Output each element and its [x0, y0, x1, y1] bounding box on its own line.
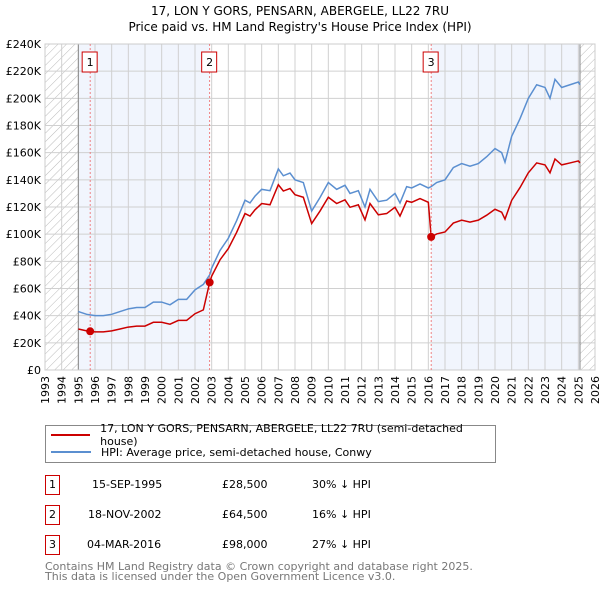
y-tick-label: £160K: [6, 147, 42, 160]
x-tick-label: 2019: [472, 376, 485, 404]
x-tick-label: 2012: [356, 376, 369, 404]
y-tick-label: £100K: [6, 228, 42, 241]
x-tick-label: 2023: [539, 376, 552, 404]
x-tick-label: 2014: [389, 376, 402, 404]
y-tick-label: £240K: [6, 38, 42, 51]
sale-marker-box: [422, 51, 439, 73]
x-tick-label: 2007: [272, 376, 285, 404]
x-tick-label: 2024: [556, 376, 569, 404]
x-tick-label: 2004: [222, 376, 235, 404]
sale-point: [205, 278, 214, 287]
sale-hpi-diff: 27% ↓ HPI: [312, 538, 371, 551]
x-tick-label: 2016: [422, 376, 435, 404]
footer-licence: This data is licensed under the Open Gov…: [45, 570, 396, 583]
sale-marker-number: 3: [428, 56, 435, 69]
x-tick-label: 2006: [256, 376, 269, 404]
x-tick-label: 1995: [72, 376, 85, 404]
sale-marker-number: 2: [206, 56, 213, 69]
x-tick-label: 2001: [172, 376, 185, 404]
plot-border: [44, 43, 596, 371]
y-tick-label: £200K: [6, 92, 42, 105]
y-tick-label: £60K: [13, 283, 42, 296]
x-tick-label: 2017: [439, 376, 452, 404]
x-tick-label: 2025: [572, 376, 585, 404]
x-tick-label: 2000: [156, 376, 169, 404]
y-tick-label: £180K: [6, 120, 42, 133]
x-tick-label: 1994: [56, 376, 69, 404]
chart-title: 17, LON Y GORS, PENSARN, ABERGELE, LL22 …: [150, 4, 449, 18]
legend-swatch-property: [51, 434, 91, 436]
sale-price: £28,500: [222, 478, 268, 491]
sale-price: £64,500: [222, 508, 268, 521]
x-tick-label: 1993: [39, 376, 52, 404]
legend-label-hpi: HPI: Average price, semi-detached house,…: [101, 445, 372, 459]
chart-subtitle: Price paid vs. HM Land Registry's House …: [128, 20, 472, 34]
hpi-line: [78, 77, 581, 317]
x-tick-label: 2013: [372, 376, 385, 404]
sale-marker-label: 3: [45, 535, 60, 555]
y-tick-label: £120K: [6, 201, 42, 214]
sale-date: 15-SEP-1995: [92, 478, 163, 491]
x-tick-label: 2020: [489, 376, 502, 404]
x-tick-label: 2026: [589, 376, 600, 404]
x-tick-label: 2010: [322, 376, 335, 404]
sale-marker-box: [81, 51, 98, 73]
property-price-line: [78, 157, 581, 333]
footer-copyright: Contains HM Land Registry data © Crown c…: [45, 560, 473, 573]
y-tick-label: £40K: [13, 310, 42, 323]
sale-hpi-diff: 30% ↓ HPI: [312, 478, 371, 491]
x-tick-label: 2009: [306, 376, 319, 404]
legend: 17, LON Y GORS, PENSARN, ABERGELE, LL22 …: [45, 422, 496, 463]
legend-label-property: 17, LON Y GORS, PENSARN, ABERGELE, LL22 …: [100, 422, 463, 448]
sale-point: [86, 327, 95, 336]
y-tick-label: £140K: [6, 174, 42, 187]
x-tick-label: 2018: [456, 376, 469, 404]
sale-date: 18-NOV-2002: [88, 508, 162, 521]
sale-marker-label: 1: [45, 475, 60, 495]
x-tick-label: 1997: [106, 376, 119, 404]
x-tick-label: 1996: [89, 376, 102, 404]
x-tick-label: 1999: [139, 376, 152, 404]
x-tick-label: 2005: [239, 376, 252, 404]
x-tick-label: 1998: [122, 376, 135, 404]
x-tick-label: 2022: [522, 376, 535, 404]
y-tick-label: £0: [27, 364, 41, 377]
sale-point: [427, 232, 436, 241]
x-tick-label: 2003: [206, 376, 219, 404]
x-tick-label: 2011: [339, 376, 352, 404]
x-tick-label: 2008: [289, 376, 302, 404]
legend-swatch-hpi: [51, 451, 91, 453]
sale-date: 04-MAR-2016: [87, 538, 162, 551]
sale-marker-number: 1: [87, 56, 94, 69]
y-tick-label: £220K: [6, 65, 42, 78]
sale-marker-label: 2: [45, 505, 60, 525]
x-tick-label: 2002: [189, 376, 202, 404]
sale-marker-box: [201, 51, 218, 73]
x-tick-label: 2015: [406, 376, 419, 404]
sale-price: £98,000: [222, 538, 268, 551]
sale-hpi-diff: 16% ↓ HPI: [312, 508, 371, 521]
plot-area: 1993 1994 1995 1996 1997 1998 1999 2000 2001 2002…: [6, 38, 600, 404]
y-tick-label: £20K: [13, 337, 42, 350]
y-tick-label: £80K: [13, 255, 42, 268]
x-tick-label: 2021: [506, 376, 519, 404]
